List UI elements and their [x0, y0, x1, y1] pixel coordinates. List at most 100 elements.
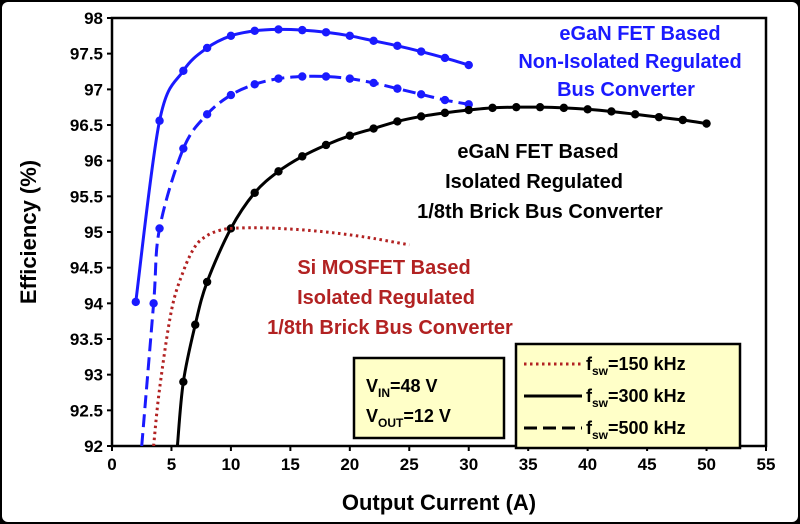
legend: fsw=150 kHz fsw=300 kHz fsw=500 kHz [514, 342, 742, 450]
data-point-egan_noniso_500 [250, 80, 259, 89]
data-point-egan_noniso_500 [345, 74, 355, 83]
data-point-egan_iso_300 [512, 102, 521, 112]
data-point-egan_iso_300 [321, 140, 331, 150]
data-point-egan_noniso_300 [321, 28, 331, 37]
data-point-egan_noniso_300 [416, 47, 426, 56]
y-tick-label: 98 [84, 9, 103, 28]
legend-entry-300khz: fsw=300 kHz [586, 386, 686, 410]
data-point-egan_noniso_500 [202, 110, 212, 119]
y-tick-label: 94 [84, 294, 103, 313]
y-tick-label: 96 [84, 152, 103, 171]
x-tick-label: 10 [221, 455, 240, 474]
data-point-egan_iso_300 [702, 119, 711, 128]
data-point-egan_iso_300 [464, 105, 473, 115]
annotation-egan-noniso-3: Bus Converter [557, 79, 695, 101]
data-point-egan_iso_300 [298, 152, 307, 161]
data-point-egan_noniso_500 [274, 74, 283, 83]
conditions-box-bg [352, 356, 506, 440]
annotation-egan-iso-3: 1/8th Brick Bus Converter [417, 201, 663, 223]
y-tick-label: 92.5 [70, 401, 103, 420]
y-tick-label: 97 [84, 80, 103, 99]
data-point-egan_iso_300 [369, 124, 378, 133]
data-point-egan_iso_300 [179, 377, 188, 386]
x-axis-title: Output Current (A) [342, 490, 536, 515]
x-tick-label: 50 [697, 455, 716, 474]
y-tick-label: 93 [84, 366, 103, 385]
y-tick-label: 96.5 [70, 116, 103, 135]
data-point-egan_iso_300 [488, 103, 497, 113]
data-point-egan_noniso_500 [226, 90, 236, 100]
y-tick-label: 97.5 [70, 45, 103, 64]
y-tick-label: 94.5 [70, 259, 103, 278]
x-tick-label: 35 [519, 455, 538, 474]
data-point-egan_noniso_300 [155, 116, 164, 125]
annotation-si-2: Isolated Regulated [297, 287, 475, 309]
data-point-egan_iso_300 [440, 108, 450, 118]
annotation-egan-noniso-1: eGaN FET Based [559, 23, 720, 45]
data-point-egan_iso_300 [393, 117, 402, 126]
data-point-egan_noniso_500 [440, 95, 450, 105]
data-point-egan_iso_300 [559, 103, 569, 113]
data-point-egan_iso_300 [345, 131, 355, 140]
data-point-egan_noniso_500 [369, 78, 378, 88]
x-tick-label: 45 [638, 455, 657, 474]
data-point-egan_noniso_500 [179, 144, 188, 153]
x-tick-label: 0 [107, 455, 116, 474]
x-tick-label: 40 [578, 455, 597, 474]
data-point-egan_iso_300 [678, 115, 687, 125]
data-point-egan_iso_300 [274, 167, 283, 176]
data-point-egan_noniso_500 [155, 224, 164, 233]
data-point-egan_iso_300 [202, 277, 212, 287]
data-point-egan_noniso_300 [464, 60, 473, 70]
data-point-egan_noniso_300 [298, 25, 307, 35]
data-point-egan_noniso_300 [250, 26, 259, 36]
data-point-egan_noniso_500 [321, 72, 331, 81]
annotation-egan-noniso-2: Non-Isolated Regulated [518, 51, 741, 73]
x-tick-label: 25 [400, 455, 419, 474]
data-point-egan_noniso_300 [440, 53, 450, 63]
x-tick-label: 20 [340, 455, 359, 474]
series-line-si_150 [152, 226, 410, 446]
data-point-egan_noniso_500 [393, 84, 402, 93]
data-point-egan_iso_300 [416, 112, 426, 121]
legend-entry-500khz: fsw=500 kHz [586, 418, 686, 442]
x-tick-label: 5 [167, 455, 176, 474]
y-axis-title: Efficiency (%) [16, 160, 41, 304]
data-point-egan_iso_300 [583, 105, 592, 114]
conditions-box: VIN=48 V VOUT=12 V [352, 356, 506, 440]
x-tick-label: 55 [757, 455, 776, 474]
legend-entry-150khz: fsw=150 kHz [586, 354, 686, 378]
y-tick-label: 95 [84, 223, 103, 242]
axes-layer: 92 92.5 93 93.5 94 94.5 95 95.5 96 96.5 97 97.5 98 0 5… [16, 9, 775, 515]
vin-label: VIN=48 V [366, 376, 438, 400]
data-point-egan_noniso_500 [149, 299, 158, 308]
annotation-egan-iso-2: Isolated Regulated [445, 171, 623, 193]
data-point-egan_iso_300 [191, 320, 200, 329]
annotation-egan-iso-1: eGaN FET Based [457, 141, 618, 163]
data-point-egan_iso_300 [631, 110, 640, 119]
data-point-egan_noniso_300 [131, 297, 140, 307]
y-tick-label: 92 [84, 437, 103, 456]
annotation-si-1: Si MOSFET Based [297, 257, 470, 279]
data-point-egan_iso_300 [654, 112, 664, 122]
data-point-egan_noniso_300 [179, 66, 188, 75]
data-point-egan_noniso_300 [345, 31, 355, 41]
data-point-egan_noniso_300 [274, 25, 283, 34]
series-layer [131, 25, 711, 446]
data-point-egan_noniso_300 [202, 43, 212, 53]
vout-label: VOUT=12 V [366, 406, 451, 430]
x-tick-label: 15 [281, 455, 300, 474]
data-point-egan_iso_300 [535, 102, 545, 112]
data-point-egan_noniso_500 [416, 90, 426, 99]
data-point-egan_noniso_300 [369, 36, 378, 46]
data-point-egan_noniso_300 [226, 31, 236, 41]
x-tick-label: 30 [459, 455, 478, 474]
data-point-egan_noniso_300 [393, 41, 402, 51]
data-point-egan_iso_300 [607, 107, 616, 116]
series-group [131, 25, 711, 446]
data-point-egan_iso_300 [250, 188, 259, 197]
data-point-egan_noniso_500 [298, 72, 307, 81]
y-tick-label: 95.5 [70, 187, 103, 206]
